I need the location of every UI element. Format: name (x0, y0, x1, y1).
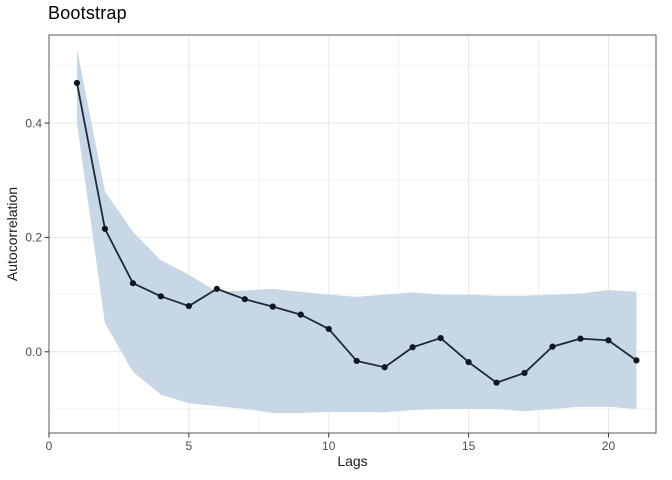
acf-point (409, 344, 416, 351)
acf-point (381, 364, 388, 371)
y-tick-label: 0.0 (25, 345, 42, 359)
acf-point (269, 303, 276, 310)
x-tick-label: 10 (322, 439, 336, 453)
acf-point (185, 302, 192, 310)
x-tick-label: 5 (186, 439, 193, 453)
y-tick-label: 0.4 (25, 116, 42, 130)
acf-point (101, 225, 109, 232)
acf-point (521, 369, 528, 377)
acf-point (437, 334, 444, 342)
y-tick-label: 0.2 (25, 231, 42, 245)
acf-point (493, 379, 500, 386)
acf-point (325, 325, 332, 333)
acf-point (213, 285, 220, 292)
acf-point (465, 358, 472, 366)
x-tick-label: 15 (462, 439, 476, 453)
acf-point (353, 357, 360, 365)
acf-point (73, 79, 81, 87)
x-tick-label: 0 (46, 439, 53, 453)
acf-point (297, 311, 304, 318)
acf-point (605, 337, 612, 344)
x-tick-label: 20 (602, 439, 616, 453)
x-axis-title: Lags (337, 453, 368, 469)
confidence-band (76, 48, 637, 413)
acf-point (241, 296, 248, 303)
acf-point (549, 343, 556, 350)
panel-border (48, 34, 657, 434)
acf-point (577, 335, 584, 342)
acf-point (129, 280, 137, 287)
plot-title: Bootstrap (48, 3, 127, 23)
acf-point (633, 357, 640, 364)
acf-point (157, 293, 164, 300)
